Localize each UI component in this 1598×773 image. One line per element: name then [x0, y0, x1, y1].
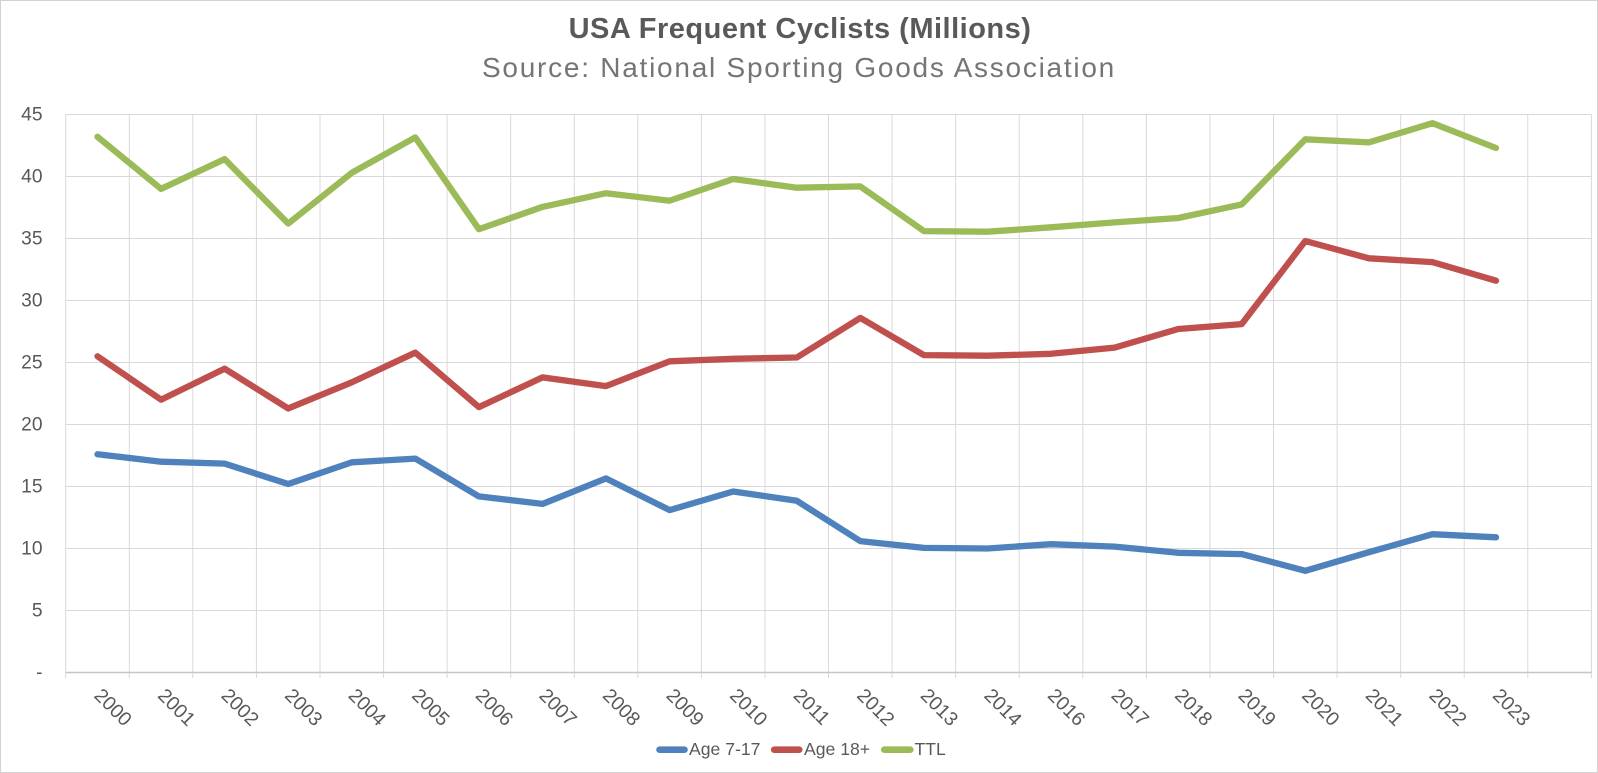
- svg-text:35: 35: [21, 229, 42, 250]
- svg-text:-: -: [36, 663, 42, 684]
- svg-text:Source: National Sporting Good: Source: National Sporting Goods Associat…: [482, 52, 1116, 83]
- svg-text:10: 10: [21, 539, 42, 560]
- svg-text:TTL: TTL: [915, 739, 946, 759]
- svg-text:30: 30: [21, 291, 42, 312]
- svg-text:Age 7-17: Age 7-17: [689, 739, 760, 759]
- svg-text:15: 15: [21, 477, 42, 498]
- svg-text:25: 25: [21, 353, 42, 374]
- svg-text:USA Frequent Cyclists (Million: USA Frequent Cyclists (Millions): [569, 13, 1032, 45]
- svg-text:40: 40: [21, 167, 42, 188]
- svg-text:Age 18+: Age 18+: [804, 739, 870, 759]
- svg-text:45: 45: [21, 105, 42, 126]
- svg-text:20: 20: [21, 415, 42, 436]
- svg-text:5: 5: [32, 601, 43, 622]
